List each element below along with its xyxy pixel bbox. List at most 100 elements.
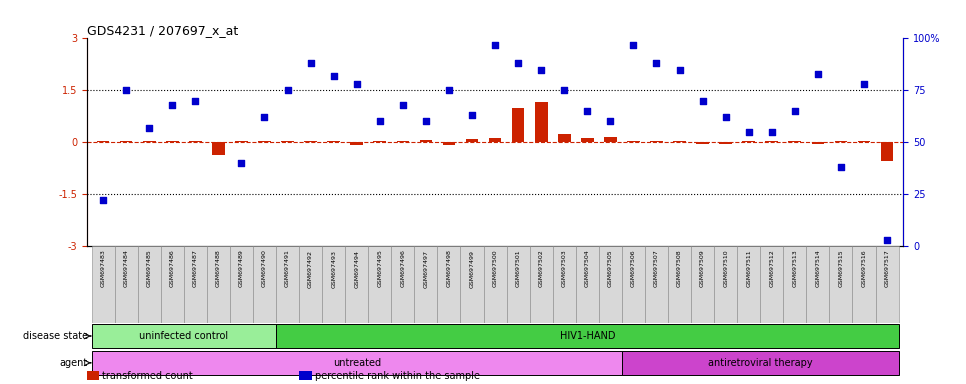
Bar <box>604 137 616 142</box>
Point <box>764 129 780 135</box>
Bar <box>299 246 322 323</box>
Bar <box>253 246 276 323</box>
Bar <box>783 246 807 323</box>
Text: GSM697496: GSM697496 <box>400 250 406 288</box>
Point <box>718 114 733 120</box>
Bar <box>506 246 529 323</box>
Bar <box>765 141 779 142</box>
Bar <box>166 141 179 142</box>
Bar <box>553 246 576 323</box>
Point <box>741 129 756 135</box>
Bar <box>645 246 668 323</box>
Point <box>465 112 480 118</box>
Text: transformed count: transformed count <box>102 371 193 381</box>
Bar <box>622 351 898 375</box>
Bar <box>281 141 294 142</box>
Bar <box>668 246 691 323</box>
Bar <box>484 246 506 323</box>
Point <box>418 118 434 124</box>
Bar <box>184 246 207 323</box>
Text: disease state: disease state <box>23 331 88 341</box>
Point <box>787 108 803 114</box>
Text: GSM697486: GSM697486 <box>170 250 175 287</box>
Bar <box>322 246 345 323</box>
Bar <box>189 141 202 142</box>
Text: GSM697515: GSM697515 <box>838 250 843 287</box>
Bar <box>737 246 760 323</box>
Point <box>834 164 849 170</box>
Bar <box>489 138 501 142</box>
Text: GSM697511: GSM697511 <box>746 250 752 287</box>
Point <box>856 81 871 87</box>
Text: antiretroviral therapy: antiretroviral therapy <box>708 358 812 368</box>
Text: GSM697490: GSM697490 <box>262 250 267 288</box>
Point <box>211 249 226 255</box>
Bar <box>720 142 732 144</box>
Bar <box>442 142 455 145</box>
Point <box>441 87 457 93</box>
Bar <box>207 246 230 323</box>
Text: GSM697485: GSM697485 <box>147 250 152 287</box>
Point <box>626 41 641 48</box>
Bar <box>881 142 894 161</box>
Text: percentile rank within the sample: percentile rank within the sample <box>315 371 480 381</box>
Bar <box>811 142 824 144</box>
Bar <box>461 246 484 323</box>
Point <box>879 237 895 243</box>
Bar <box>852 246 875 323</box>
Bar <box>691 246 714 323</box>
Bar <box>304 141 317 142</box>
Text: GSM697502: GSM697502 <box>539 250 544 287</box>
Text: GSM697493: GSM697493 <box>331 250 336 288</box>
Bar <box>396 141 410 142</box>
Bar <box>391 246 414 323</box>
Text: GSM697509: GSM697509 <box>700 250 705 287</box>
Point <box>487 41 502 48</box>
Point <box>556 87 572 93</box>
Text: GSM697484: GSM697484 <box>124 250 128 288</box>
Bar <box>875 246 898 323</box>
Bar <box>535 103 548 142</box>
Point <box>603 118 618 124</box>
Bar <box>345 246 368 323</box>
Text: GSM697506: GSM697506 <box>631 250 636 287</box>
Bar <box>696 142 709 144</box>
Text: GSM697512: GSM697512 <box>769 250 775 287</box>
Point <box>580 108 595 114</box>
Text: GSM697505: GSM697505 <box>608 250 612 287</box>
Text: GSM697483: GSM697483 <box>100 250 105 288</box>
Text: GSM697516: GSM697516 <box>862 250 867 287</box>
Bar <box>97 141 109 142</box>
Point <box>671 66 687 73</box>
Bar <box>419 140 432 142</box>
Bar <box>235 141 247 142</box>
Bar <box>212 142 225 155</box>
Text: GSM697500: GSM697500 <box>493 250 497 287</box>
Bar <box>368 246 391 323</box>
Bar <box>512 108 525 142</box>
Bar <box>673 141 686 142</box>
Bar <box>414 246 438 323</box>
Bar <box>622 246 645 323</box>
Bar <box>743 141 755 142</box>
Point <box>349 81 364 87</box>
Bar <box>650 141 663 142</box>
Bar <box>576 246 599 323</box>
Text: GSM697494: GSM697494 <box>355 250 359 288</box>
Text: GSM697497: GSM697497 <box>423 250 428 288</box>
Bar <box>599 246 622 323</box>
Point <box>96 197 111 203</box>
Text: GSM697492: GSM697492 <box>308 250 313 288</box>
Bar <box>760 246 783 323</box>
Text: GSM697501: GSM697501 <box>516 250 521 287</box>
Bar <box>143 141 156 142</box>
Point <box>649 60 665 66</box>
Point <box>280 87 296 93</box>
Text: GSM697503: GSM697503 <box>562 250 567 287</box>
Bar <box>466 139 478 142</box>
Bar <box>714 246 737 323</box>
Point <box>164 102 180 108</box>
Bar <box>835 141 847 142</box>
Text: GSM697487: GSM697487 <box>193 250 198 288</box>
Bar <box>276 324 898 348</box>
